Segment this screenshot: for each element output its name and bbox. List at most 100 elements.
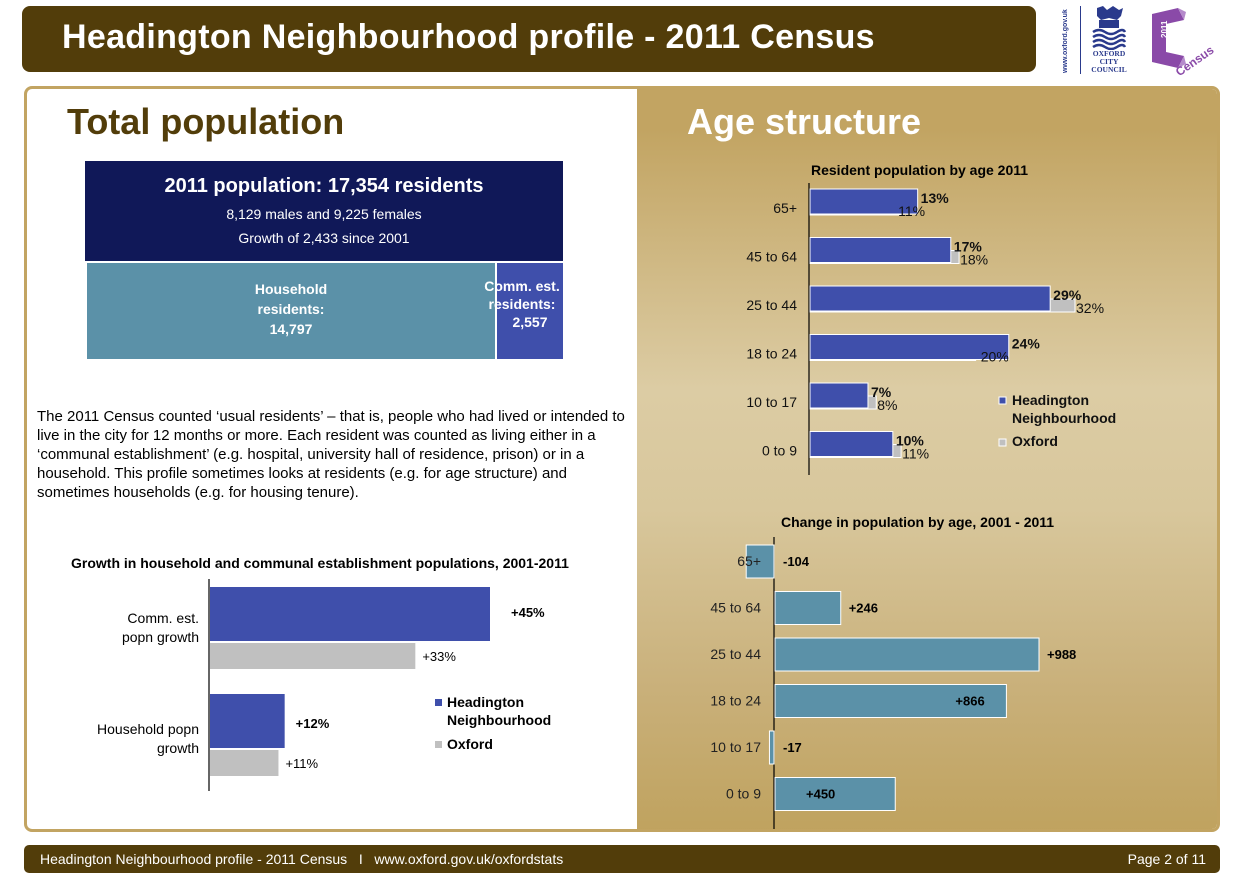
logo-divider bbox=[1080, 6, 1081, 74]
age-data-label-oxford: 11% bbox=[902, 446, 929, 462]
legend-swatch-headington bbox=[998, 396, 1007, 405]
age-data-label-oxford: 8% bbox=[877, 397, 897, 413]
oxford-city-council-logo: OXFORD CITY COUNCIL bbox=[1084, 4, 1134, 76]
communal-label: Comm. est. bbox=[484, 278, 560, 294]
growth-data-label-oxford: +11% bbox=[285, 756, 318, 771]
legend-label-oxford: Oxford bbox=[1012, 433, 1058, 449]
change-category-label: 0 to 9 bbox=[726, 786, 761, 802]
intro-paragraph: The 2011 Census counted ‘usual residents… bbox=[37, 408, 625, 501]
council-url-text: www.oxford.gov.uk bbox=[1062, 9, 1069, 73]
census-2011-logo-icon: 2011 Census bbox=[1152, 8, 1214, 76]
age-category-label: 18 to 24 bbox=[746, 346, 797, 362]
household-value: 14,797 bbox=[269, 321, 313, 337]
change-category-label: 18 to 24 bbox=[710, 693, 761, 709]
total-population-heading: Total population bbox=[67, 101, 345, 142]
age-data-label-headington: 10% bbox=[896, 433, 925, 449]
age-data-label-headington: 17% bbox=[954, 239, 983, 255]
page-title: Headington Neighbourhood profile - 2011 … bbox=[62, 18, 875, 56]
household-residents-block: Household residents: 14,797 bbox=[87, 263, 495, 359]
change-chart-title: Change in population by age, 2001 - 2011 bbox=[781, 514, 1055, 530]
page-number: Page 2 of 11 bbox=[1127, 851, 1206, 867]
age-data-label-oxford: 32% bbox=[1076, 300, 1104, 316]
legend-label-headington: Neighbourhood bbox=[447, 712, 551, 728]
council-crest-icon bbox=[1092, 6, 1127, 50]
logos: www.oxford.gov.uk OXFORD CITY COUNCIL 20… bbox=[1058, 2, 1246, 78]
growth-bar-oxford bbox=[210, 643, 416, 669]
footer-bar: Headington Neighbourhood profile - 2011 … bbox=[24, 845, 1220, 873]
council-name-line: COUNCIL bbox=[1091, 65, 1127, 74]
age-data-label-oxford: 11% bbox=[898, 203, 925, 219]
change-bar bbox=[768, 730, 775, 765]
population-headline: 2011 population: 17,354 residents bbox=[164, 175, 484, 197]
content-box: Total population 2011 population: 17,354… bbox=[24, 86, 1220, 832]
age-category-label: 0 to 9 bbox=[762, 443, 797, 459]
legend-swatch-headington bbox=[435, 699, 442, 706]
legend-label-headington: Neighbourhood bbox=[1012, 410, 1116, 426]
footer-text: Headington Neighbourhood profile - 2011 … bbox=[40, 851, 564, 867]
legend-swatch-oxford bbox=[435, 741, 442, 748]
growth-category-label: popn growth bbox=[122, 629, 199, 645]
growth-bar-headington bbox=[210, 587, 490, 641]
age-category-label: 10 to 17 bbox=[746, 394, 797, 410]
communal-label: residents: bbox=[488, 296, 556, 312]
age-bar-headington bbox=[809, 188, 919, 215]
legend-label-headington: Headington bbox=[1012, 392, 1089, 408]
household-label: residents: bbox=[257, 301, 325, 317]
change-category-label: 10 to 17 bbox=[710, 739, 761, 755]
change-data-label: +450 bbox=[806, 787, 835, 802]
communal-residents-block: Comm. est. residents: 2,557 bbox=[484, 263, 563, 359]
age-data-label-headington: 7% bbox=[871, 384, 892, 400]
change-bar bbox=[774, 637, 1040, 672]
age-data-label-oxford: 20% bbox=[981, 349, 1009, 365]
growth-data-label-headington: +45% bbox=[511, 605, 545, 620]
growth-data-label-oxford: +33% bbox=[422, 649, 456, 664]
change-data-label: +988 bbox=[1047, 647, 1076, 662]
change-data-label: -104 bbox=[783, 554, 810, 569]
change-category-label: 65+ bbox=[737, 553, 761, 569]
age-chart-title: Resident population by age 2011 bbox=[811, 162, 1029, 178]
population-summary-box: 2011 population: 17,354 residents 8,129 … bbox=[85, 161, 563, 359]
council-name-line: CITY bbox=[1099, 57, 1119, 66]
age-category-label: 25 to 44 bbox=[746, 297, 797, 313]
change-bar bbox=[774, 591, 842, 625]
change-data-label: +866 bbox=[955, 694, 984, 709]
age-bar-headington bbox=[809, 237, 952, 263]
household-label: Household bbox=[254, 281, 328, 297]
age-bar-headington bbox=[809, 334, 1010, 360]
age-data-label-headington: 29% bbox=[1053, 287, 1082, 303]
sex-split-text: 8,129 males and 9,225 females bbox=[226, 206, 422, 222]
population-headline-panel: 2011 population: 17,354 residents 8,129 … bbox=[85, 161, 563, 261]
growth-bar-oxford bbox=[210, 750, 279, 776]
age-bar-headington bbox=[809, 431, 894, 457]
growth-chart: +45% +33% Comm. est. popn growth +12% +11% Hou… bbox=[97, 579, 551, 791]
change-category-label: 25 to 44 bbox=[710, 646, 761, 662]
change-bar bbox=[745, 544, 775, 579]
growth-bar-headington bbox=[210, 694, 285, 748]
change-bar bbox=[774, 777, 896, 811]
census-year-text: 2011 bbox=[1160, 20, 1169, 38]
age-structure-heading: Age structure bbox=[687, 101, 922, 142]
change-category-label: 45 to 64 bbox=[710, 600, 761, 616]
age-category-label: 45 to 64 bbox=[746, 249, 797, 265]
growth-category-label: Household popn bbox=[97, 721, 199, 737]
legend-label-oxford: Oxford bbox=[447, 736, 493, 752]
growth-text: Growth of 2,433 since 2001 bbox=[238, 230, 410, 246]
change-data-label: +246 bbox=[849, 601, 878, 616]
age-structure-panel: Age structure Resident population by age… bbox=[637, 89, 1217, 829]
change-chart: -104 65+ +246 45 to 64 +988 25 to 44 +866 18 to… bbox=[710, 537, 1076, 829]
growth-category-label: Comm. est. bbox=[127, 610, 199, 626]
growth-category-label: growth bbox=[157, 740, 199, 756]
age-bar-headington bbox=[809, 285, 1051, 312]
legend-swatch-oxford bbox=[998, 438, 1007, 447]
change-data-label: -17 bbox=[783, 740, 802, 755]
age-data-label-headington: 13% bbox=[921, 190, 950, 206]
age-bar-headington bbox=[809, 382, 869, 409]
title-bar: Headington Neighbourhood profile - 2011 … bbox=[22, 6, 1036, 72]
communal-value: 2,557 bbox=[512, 314, 548, 330]
council-name-line: OXFORD bbox=[1092, 49, 1126, 58]
growth-chart-title: Growth in household and communal establi… bbox=[71, 555, 569, 571]
change-bar bbox=[774, 684, 1007, 718]
age-category-label: 65+ bbox=[773, 200, 797, 216]
growth-data-label-headington: +12% bbox=[296, 716, 330, 731]
